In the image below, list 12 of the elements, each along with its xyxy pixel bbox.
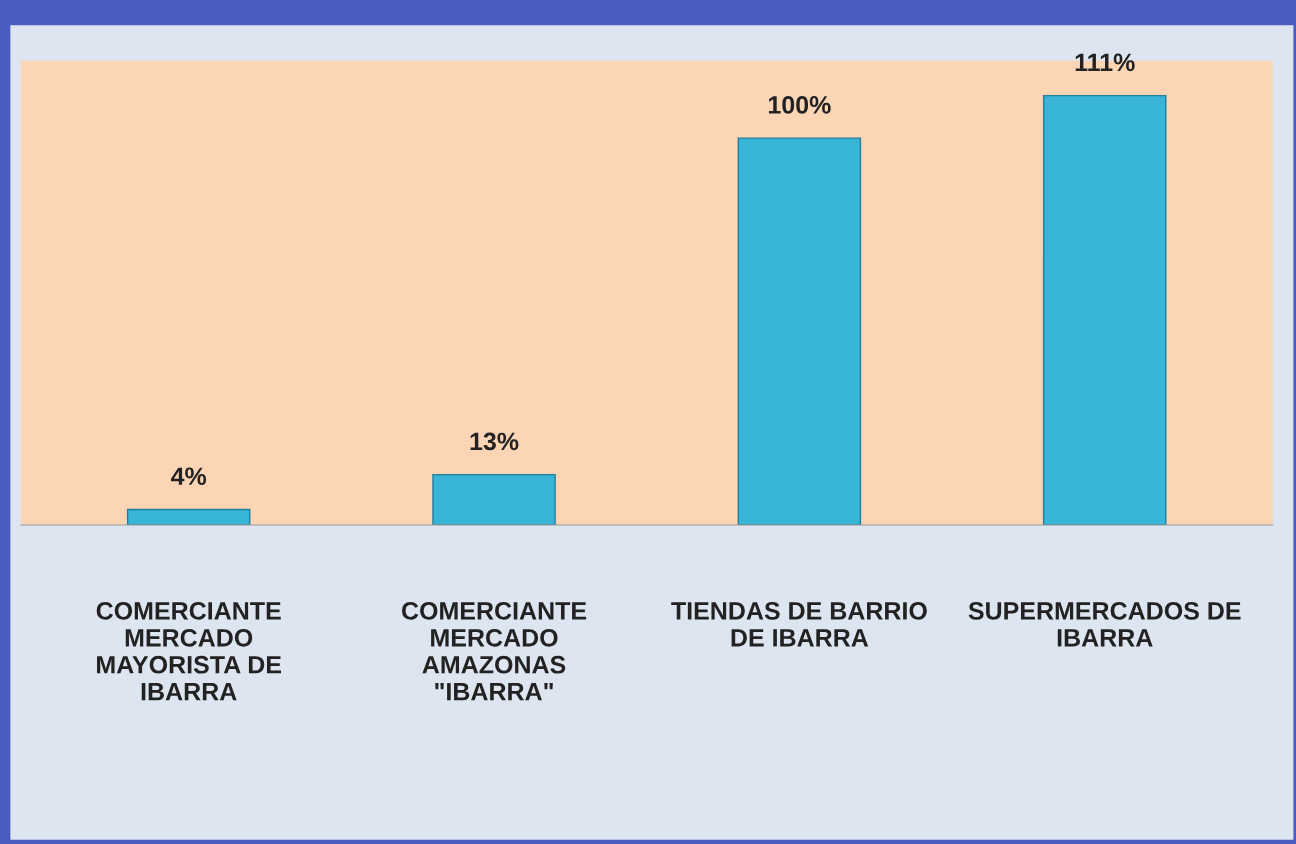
data-label: 13% — [470, 432, 519, 451]
data-label: 100% — [768, 96, 831, 114]
data-label: 111% — [1075, 53, 1135, 72]
x-tick-label: TIENDAS DE BARRIO DE IBARRA — [671, 602, 927, 647]
x-tick-label: COMERCIANTE MERCADO AMAZONAS "IBARRA" — [402, 602, 587, 701]
bar — [126, 508, 251, 525]
x-tick-label: COMERCIANTE MERCADO MAYORISTA DE IBARRA — [96, 602, 282, 701]
data-label: 4% — [170, 467, 207, 486]
bar — [737, 137, 862, 525]
bar — [1042, 94, 1167, 525]
bar — [432, 473, 556, 525]
x-tick-label: SUPERMERCADOS DE IBARRA — [968, 602, 1241, 647]
